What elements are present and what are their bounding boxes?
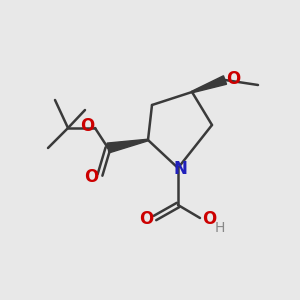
Text: H: H [215, 221, 225, 235]
Text: O: O [80, 117, 94, 135]
Polygon shape [107, 139, 148, 153]
Text: N: N [173, 160, 187, 178]
Text: O: O [84, 168, 98, 186]
Text: O: O [202, 210, 216, 228]
Text: O: O [139, 210, 153, 228]
Polygon shape [192, 76, 226, 93]
Text: O: O [226, 70, 240, 88]
